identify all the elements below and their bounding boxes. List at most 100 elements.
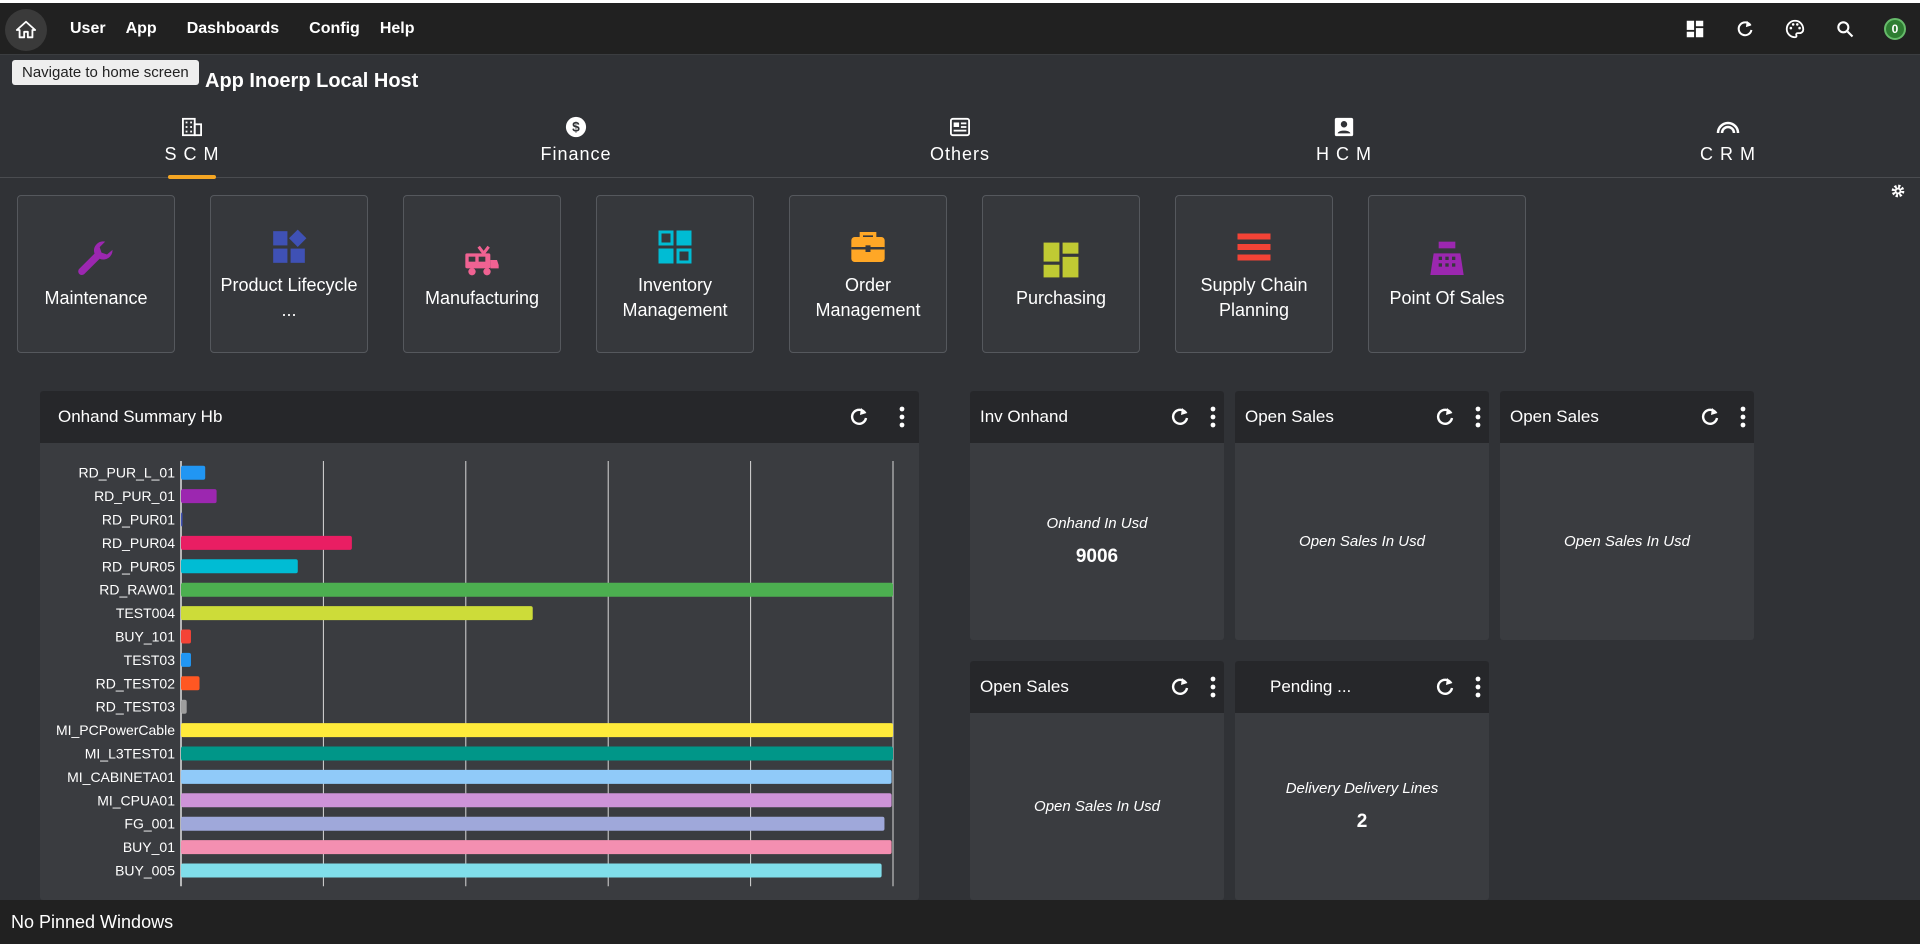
bar (181, 512, 183, 527)
metric-value: 2 (1356, 811, 1368, 832)
widget-title: Open Sales (1245, 407, 1334, 426)
bar-label: FG_001 (124, 816, 175, 832)
tile-order-management[interactable]: Order Management (789, 195, 947, 353)
search-button[interactable] (1820, 3, 1870, 55)
bar (181, 699, 187, 714)
grid-icon (658, 230, 692, 264)
module-tabs: S C M $ Finance Others H C M C R M (0, 108, 1920, 179)
more-vert-icon[interactable] (1475, 406, 1481, 428)
widget-title: Pending ... (1270, 677, 1352, 696)
tile-supply-chain-planning[interactable]: Supply Chain Planning (1175, 195, 1333, 353)
more-vert-icon[interactable] (1210, 676, 1216, 698)
refresh-icon[interactable] (1698, 405, 1722, 429)
tab-others[interactable]: Others (880, 108, 1040, 178)
tab-label: C R M (1700, 144, 1756, 164)
bar-label: RD_TEST02 (96, 675, 176, 691)
metric-label: Open Sales In Usd (1564, 533, 1690, 550)
refresh-icon[interactable] (1433, 675, 1457, 699)
wrench-icon (78, 240, 113, 275)
metric-label: Onhand In Usd (1046, 515, 1148, 532)
menu-config[interactable]: Config (309, 20, 360, 37)
dashboard-button[interactable] (1670, 3, 1720, 55)
tile-inventory-management[interactable]: Inventory Management (596, 195, 754, 353)
active-tab-indicator (168, 175, 216, 179)
bar (181, 746, 893, 761)
tile-label: Product Lifecycle ... (220, 275, 358, 320)
refresh-button[interactable] (1720, 3, 1770, 55)
dollar-icon: $ (565, 116, 587, 138)
more-vert-icon[interactable] (1210, 406, 1216, 428)
tab-label: Finance (540, 144, 612, 164)
widget-title: Inv Onhand (980, 407, 1068, 426)
tab-crm[interactable]: C R M (1648, 108, 1808, 178)
refresh-icon (1737, 20, 1753, 37)
pending-widget: Pending ... Delivery Delivery Lines 2 (1235, 661, 1489, 900)
notifications-button[interactable]: 0 (1870, 3, 1920, 55)
bars-icon (1237, 233, 1271, 261)
bar-label: RD_PUR_01 (94, 488, 175, 504)
notification-badge: 0 (1884, 18, 1906, 40)
building-icon (182, 117, 202, 137)
tab-label: Others (929, 144, 991, 164)
bar (181, 769, 892, 784)
open-sales-widget: Open Sales Open Sales In Usd (970, 661, 1224, 900)
refresh-icon[interactable] (847, 405, 871, 429)
bar (181, 652, 191, 667)
bar (181, 535, 352, 550)
open-sales-widget: Open Sales Open Sales In Usd (1235, 391, 1489, 640)
theme-button[interactable] (1770, 3, 1820, 55)
bar-label: RD_PUR_L_01 (79, 465, 176, 481)
tile-label: Supply Chain Planning (1200, 275, 1308, 320)
more-vert-icon[interactable] (1475, 676, 1481, 698)
dashboard-icon (1043, 242, 1079, 277)
more-vert-icon[interactable] (899, 406, 905, 428)
bar (181, 816, 885, 831)
tile-maintenance[interactable]: Maintenance (17, 195, 175, 353)
bar-label: BUY_101 (115, 629, 175, 645)
bar-label: RD_RAW01 (99, 582, 175, 598)
more-vert-icon[interactable] (1740, 406, 1746, 428)
tile-product-lifecycle[interactable]: Product Lifecycle ... (210, 195, 368, 353)
onhand-bar-chart: RD_PUR_L_01 RD_PUR_01 RD_PUR01 RD_PUR04 RD_P… (56, 461, 894, 887)
pinned-windows-bar: No Pinned Windows (0, 900, 1920, 944)
bar (181, 559, 298, 574)
tab-hcm[interactable]: H C M (1264, 108, 1424, 178)
bar (181, 489, 217, 504)
settings-button[interactable] (1890, 183, 1906, 204)
gear-icon (1891, 184, 1905, 198)
home-icon (15, 20, 37, 39)
refresh-icon[interactable] (1168, 405, 1192, 429)
menu-dashboards[interactable]: Dashboards (186, 20, 280, 37)
main-menu: User App Dashboards Config Help (70, 3, 434, 55)
tile-manufacturing[interactable]: Manufacturing (403, 195, 561, 353)
signal-arc-icon (1716, 121, 1740, 134)
tile-point-of-sales[interactable]: Point Of Sales (1368, 195, 1526, 353)
refresh-icon[interactable] (1433, 405, 1457, 429)
pinned-windows-label: No Pinned Windows (11, 911, 174, 932)
onhand-summary-widget: Onhand Summary Hb RD_PUR_L_01 RD_PUR_01 RD… (40, 391, 919, 900)
bar-label: MI_PCPowerCable (56, 722, 175, 738)
metric-label: Delivery Delivery Lines (1285, 780, 1439, 797)
menu-app[interactable]: App (125, 20, 157, 37)
bar (181, 723, 893, 738)
bar-label: BUY_005 (115, 863, 175, 879)
register-icon (1430, 241, 1464, 275)
home-button[interactable] (5, 9, 47, 51)
tile-label: Manufacturing (424, 287, 540, 308)
metric-value: 9006 (1075, 546, 1119, 567)
menu-help[interactable]: Help (379, 20, 415, 37)
bar (181, 465, 206, 480)
tab-finance[interactable]: $ Finance (496, 108, 656, 178)
newspaper-icon (950, 117, 970, 137)
menu-user[interactable]: User (70, 20, 106, 37)
tab-scm[interactable]: S C M (112, 108, 272, 179)
metric-label: Open Sales In Usd (1034, 798, 1160, 815)
bar (181, 606, 533, 621)
palette-icon (1785, 19, 1805, 39)
briefcase-icon (851, 232, 885, 262)
refresh-icon[interactable] (1168, 675, 1192, 699)
module-tiles: Maintenance Product Lifecycle ... Manufa… (17, 195, 1526, 353)
bar-label: RD_PUR04 (102, 535, 175, 551)
page-title: App Inoerp Local Host (205, 70, 419, 92)
tile-purchasing[interactable]: Purchasing (982, 195, 1140, 353)
